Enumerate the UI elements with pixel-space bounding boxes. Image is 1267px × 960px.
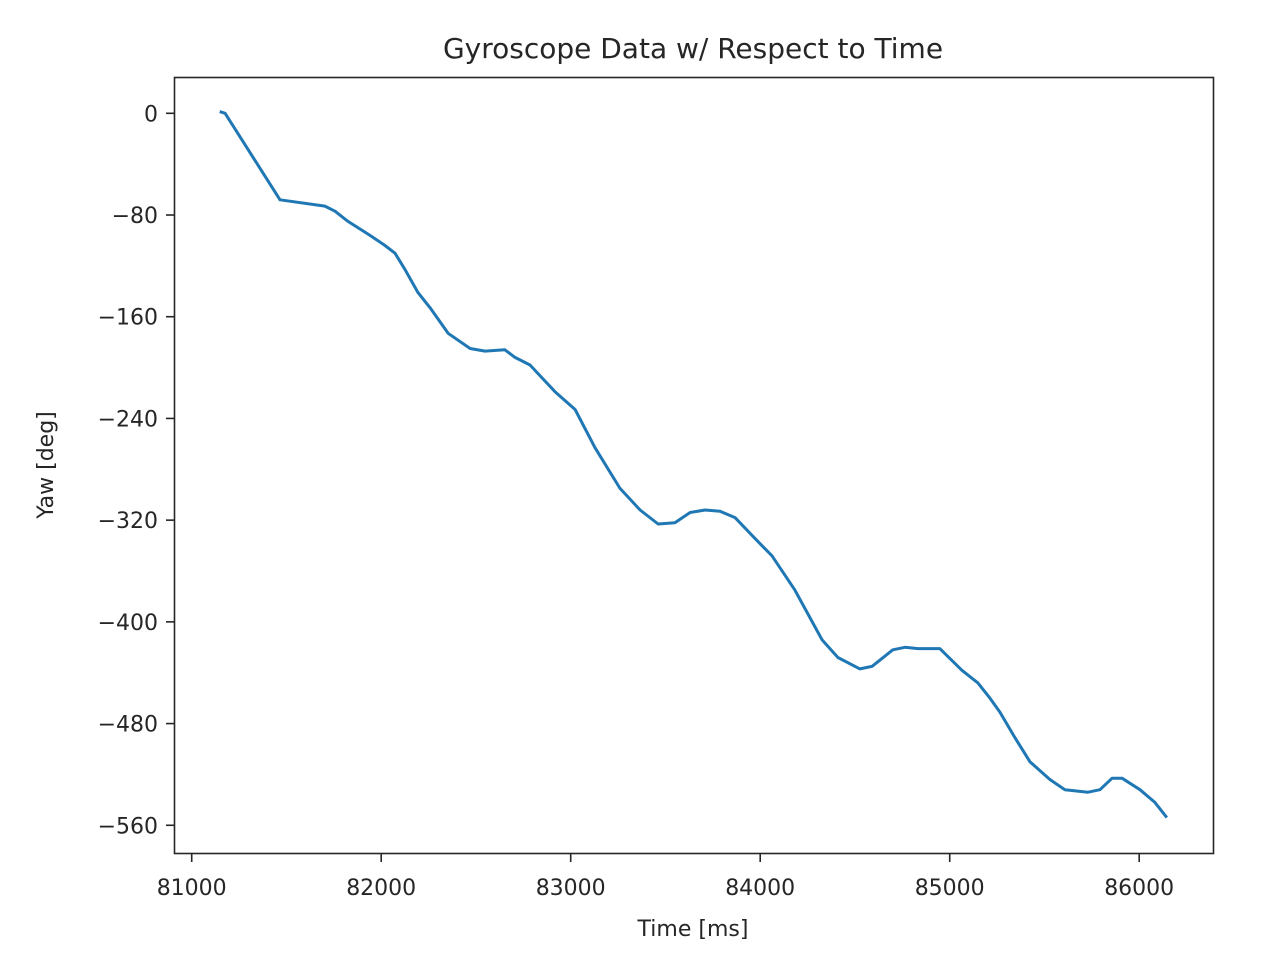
x-tick-label: 82000 bbox=[346, 876, 416, 901]
axes-frame bbox=[173, 76, 1215, 855]
chart-title: Gyroscope Data w/ Respect to Time bbox=[443, 32, 943, 65]
x-axis-ticks: 81000 82000 83000 84000 85000 86000 bbox=[157, 854, 1174, 901]
x-axis-label: Time [ms] bbox=[637, 917, 749, 942]
x-tick-label: 85000 bbox=[915, 876, 985, 901]
y-tick-label: −400 bbox=[98, 611, 158, 636]
y-tick-label: −480 bbox=[98, 713, 158, 738]
x-tick-label: 81000 bbox=[157, 876, 227, 901]
x-tick-label: 83000 bbox=[536, 876, 606, 901]
y-axis-label: Yaw [deg] bbox=[34, 411, 59, 520]
y-tick-label: −320 bbox=[98, 509, 158, 534]
x-tick-label: 86000 bbox=[1104, 876, 1174, 901]
y-tick-label: −80 bbox=[112, 204, 158, 229]
plot-area bbox=[219, 110, 1169, 819]
y-tick-label: −560 bbox=[98, 814, 158, 839]
y-tick-label: −240 bbox=[98, 407, 158, 432]
yaw-series-line bbox=[219, 110, 1169, 819]
y-tick-label: −160 bbox=[98, 306, 158, 331]
x-tick-label: 84000 bbox=[725, 876, 795, 901]
y-tick-label: 0 bbox=[144, 102, 158, 127]
y-axis-ticks: 0 −80 −160 −240 −320 −400 −480 −560 bbox=[98, 102, 174, 839]
